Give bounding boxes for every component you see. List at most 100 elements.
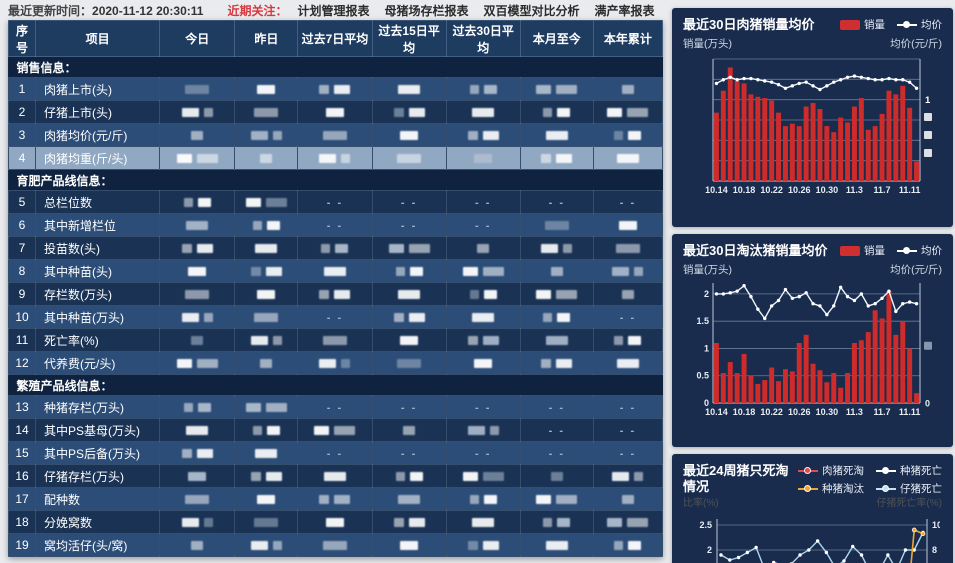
table-row[interactable]: 2 仔猪上市(头) — [7, 100, 664, 124]
table-row[interactable]: 17 配种数 — [7, 487, 664, 511]
table-row[interactable]: 14 其中PS基母(万头) - -- - — [7, 418, 664, 442]
pig-sales-price-chart: 10.14 10.18 10.22 10.26 10.30 11.3 11.7 11.11 1 — [705, 58, 932, 195]
table-row[interactable]: 5 总栏位数 - -- -- -- -- - — [7, 190, 664, 214]
table-row[interactable]: 11 死亡率(%) — [7, 328, 664, 352]
redacted-value — [299, 330, 371, 351]
value-cell — [159, 282, 236, 306]
card3-axis-labels: 比率(%) 仔猪死亡率(%) — [683, 494, 942, 509]
table-row[interactable]: 9 存栏数(万头) — [7, 282, 664, 306]
table-row[interactable]: 10 其中种苗(万头) - - - - — [7, 305, 664, 329]
link-sow-farm-report[interactable]: 母猪场存栏报表 — [384, 3, 469, 18]
value-cell: - - — [371, 395, 447, 419]
link-plan-report[interactable]: 计划管理报表 — [297, 3, 370, 18]
redacted-value — [594, 512, 661, 533]
legend-item[interactable]: 仔猪死亡 — [876, 481, 942, 496]
redacted-value — [447, 102, 519, 123]
value-cell — [445, 146, 521, 170]
svg-text:11.7: 11.7 — [874, 407, 891, 417]
redacted-value — [447, 238, 519, 259]
row-index: 12 — [7, 351, 37, 375]
charts-column: 最近30日肉猪销量均价 销量 均价 销量(万头) 均价(元/斤) 10.14 10.… — [672, 0, 953, 563]
value-cell — [159, 190, 236, 214]
legend-item[interactable]: 销量 — [840, 17, 885, 32]
svg-text:0: 0 — [704, 398, 709, 408]
redacted-value — [299, 125, 371, 146]
value-cell — [159, 213, 236, 237]
value-cell: - - — [519, 395, 594, 419]
main-layout: 最近更新时间：2020-11-12 20:30:11 近期关注： 计划管理报表 … — [7, 0, 955, 563]
value-cell — [234, 77, 299, 101]
redacted-value — [236, 330, 297, 351]
column-header-6: 过去30日平均 — [445, 20, 521, 57]
legend-item[interactable]: 均价 — [897, 17, 942, 32]
value-cell — [445, 305, 521, 329]
redacted-value — [521, 102, 592, 123]
value-cell — [297, 533, 373, 557]
value-cell — [445, 328, 521, 352]
redacted-value — [236, 102, 297, 123]
value-cell — [297, 464, 373, 488]
link-model-compare-report[interactable]: 双百模型对比分析 — [483, 3, 580, 18]
legend-item[interactable]: 种猪死亡 — [876, 463, 942, 478]
card1-head: 最近30日肉猪销量均价 销量 均价 — [683, 17, 942, 33]
table-row[interactable]: 13 种猪存栏(万头) - -- -- -- -- - — [7, 395, 664, 419]
redacted-value — [373, 489, 445, 510]
row-index: 7 — [7, 236, 37, 260]
legend-bar-marker — [840, 245, 860, 256]
value-cell — [371, 146, 447, 170]
value-cell — [234, 123, 299, 147]
card1-title: 最近30日肉猪销量均价 — [683, 17, 815, 32]
value-cell — [592, 123, 664, 147]
value-cell — [371, 510, 447, 534]
value-cell — [159, 146, 236, 170]
legend-item[interactable]: 销量 — [840, 243, 885, 258]
legend-item[interactable]: 均价 — [897, 243, 942, 258]
redacted-value — [594, 330, 661, 351]
value-cell — [519, 282, 594, 306]
table-row[interactable]: 3 肉猪均价(元/斤) — [7, 123, 664, 147]
svg-text:10.22: 10.22 — [760, 407, 783, 417]
value-cell — [445, 236, 521, 260]
redacted-value — [373, 535, 445, 556]
table-row[interactable]: 6 其中新增栏位 - -- -- - — [7, 213, 664, 237]
redacted-value — [299, 261, 371, 282]
table-row[interactable]: 12 代养费(元/头) — [7, 351, 664, 375]
value-cell — [592, 213, 664, 237]
value-cell — [371, 77, 447, 101]
column-header-1: 项目 — [35, 20, 161, 57]
legend-item[interactable]: 种猪淘汰 — [798, 481, 864, 496]
value-cell — [159, 259, 236, 283]
row-label: 分娩窝数 — [35, 510, 161, 534]
value-cell — [234, 395, 299, 419]
legend-label: 销量 — [864, 245, 885, 257]
row-label: 肉猪均价(元/斤) — [35, 123, 161, 147]
death-cull-24week-card: 最近24周猪只死淘情况 肉猪死淘 种猪死亡 种猪淘汰 仔猪死亡 比率(%) 仔猪死亡率… — [672, 454, 953, 563]
svg-text:2.5: 2.5 — [699, 520, 712, 530]
value-cell — [234, 328, 299, 352]
link-full-capacity-report[interactable]: 满产率报表 — [594, 3, 655, 18]
value-cell — [234, 510, 299, 534]
value-cell: - - — [592, 395, 664, 419]
table-row[interactable]: 7 投苗数(头) — [7, 236, 664, 260]
value-cell: - - — [519, 441, 594, 465]
table-row[interactable]: 15 其中PS后备(万头) - -- -- -- -- - — [7, 441, 664, 465]
redacted-value — [521, 125, 592, 146]
column-header-8: 本年累计 — [592, 20, 664, 57]
table-row[interactable]: 18 分娩窝数 — [7, 510, 664, 534]
table-row[interactable]: 1 肉猪上市(头) — [7, 77, 664, 101]
value-cell — [159, 305, 236, 329]
value-cell — [234, 533, 299, 557]
value-cell: - - — [445, 190, 521, 214]
redacted-value — [236, 443, 297, 464]
svg-text:10.14: 10.14 — [705, 407, 728, 417]
value-cell — [159, 418, 236, 442]
table-row[interactable]: 16 仔猪存栏(万头) — [7, 464, 664, 488]
table-row[interactable]: 4 肉猪均重(斤/头) — [7, 146, 664, 170]
row-index: 16 — [7, 464, 37, 488]
card2-yright-label: 均价(元/斤) — [890, 264, 942, 276]
row-label: 投苗数(头) — [35, 236, 161, 260]
value-cell — [159, 487, 236, 511]
legend-item[interactable]: 肉猪死淘 — [798, 463, 864, 478]
table-row[interactable]: 8 其中种苗(头) — [7, 259, 664, 283]
table-row[interactable]: 19 窝均活仔(头/窝) — [7, 533, 664, 557]
